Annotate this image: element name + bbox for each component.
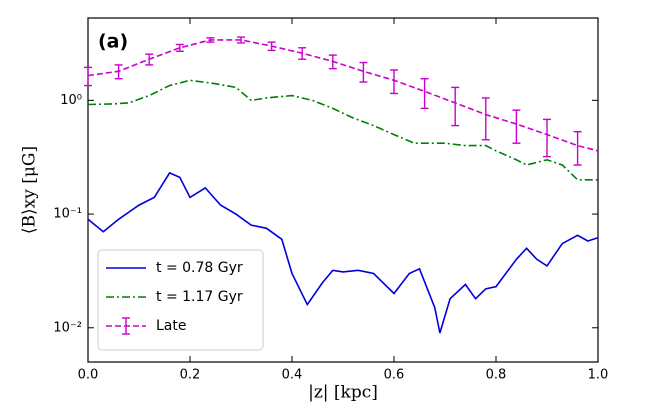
legend-label: t = 0.78 Gyr — [156, 260, 243, 276]
legend-box — [97, 249, 264, 351]
series-line — [87, 79, 598, 181]
plot-frame — [87, 17, 599, 363]
x-tick-label: 0.2 — [180, 368, 201, 383]
y-axis-label: ⟨B⟩xy [μG] — [20, 146, 40, 234]
x-tick-label: 0.8 — [486, 368, 507, 383]
x-tick-label: 0.0 — [78, 368, 99, 383]
x-tick-label: 0.4 — [282, 368, 303, 383]
legend-label: t = 1.17 Gyr — [156, 289, 243, 305]
y-tick-label: 10⁰ — [60, 93, 82, 108]
x-tick-label: 1.0 — [588, 368, 609, 383]
x-axis-label: |z| [kpc] — [308, 383, 378, 403]
y-tick-label: 10⁻¹ — [53, 207, 82, 222]
series-line — [87, 171, 599, 334]
annotation: (a) — [98, 31, 128, 53]
legend-label: Late — [156, 318, 186, 334]
series-line — [87, 39, 599, 152]
x-tick-label: 0.6 — [384, 368, 405, 383]
y-tick-label: 10⁻² — [53, 320, 82, 335]
